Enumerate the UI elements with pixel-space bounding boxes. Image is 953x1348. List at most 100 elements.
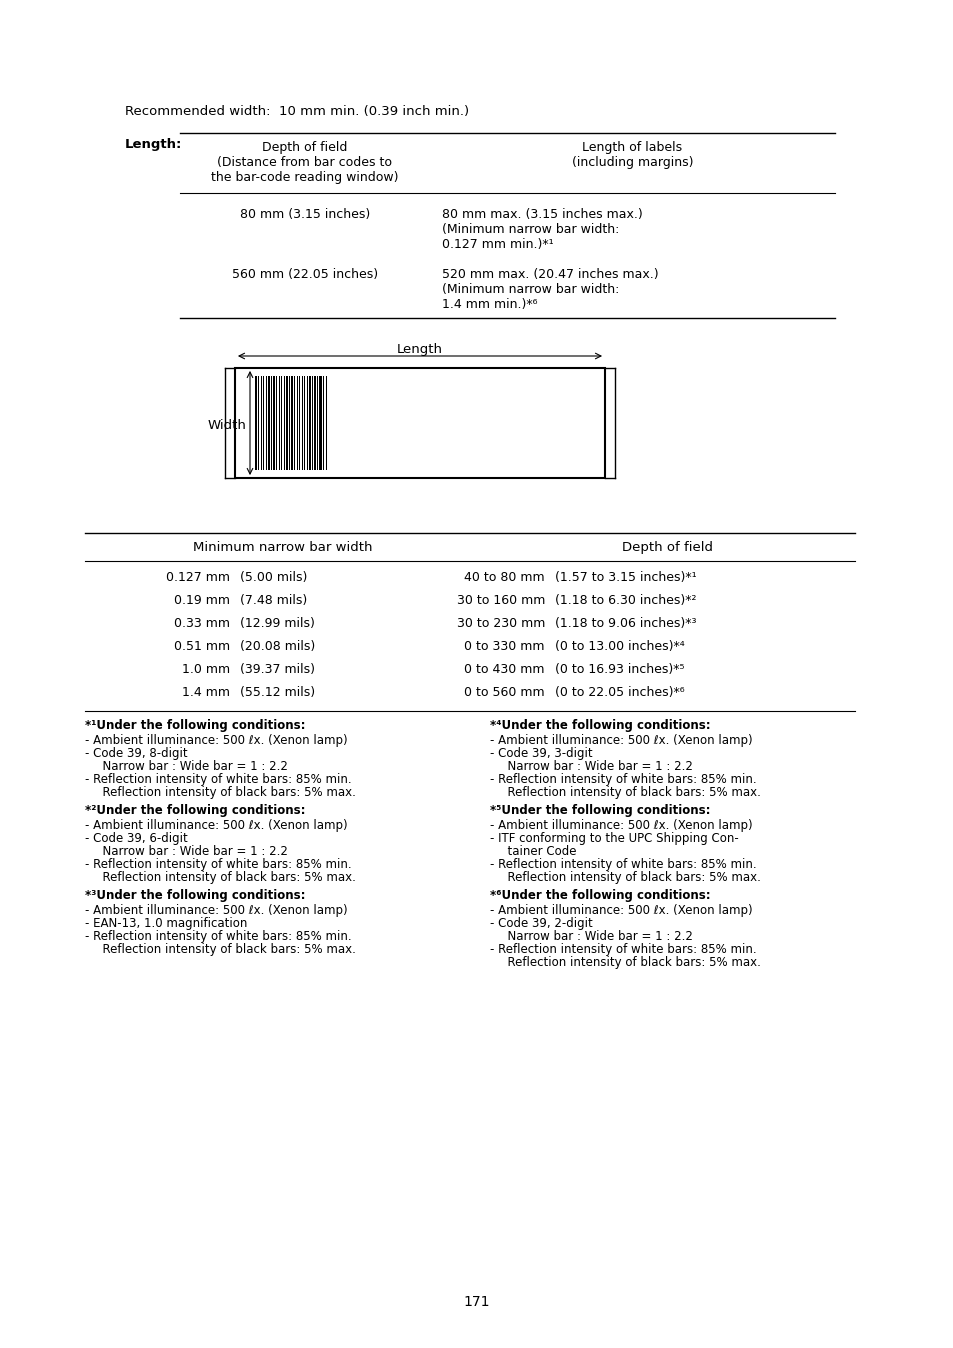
Text: *³Under the following conditions:: *³Under the following conditions: — [85, 888, 305, 902]
Text: Narrow bar : Wide bar = 1 : 2.2: Narrow bar : Wide bar = 1 : 2.2 — [499, 930, 692, 944]
Text: - Ambient illuminance: 500 ℓx. (Xenon lamp): - Ambient illuminance: 500 ℓx. (Xenon la… — [85, 820, 347, 832]
Text: Narrow bar : Wide bar = 1 : 2.2: Narrow bar : Wide bar = 1 : 2.2 — [499, 760, 692, 772]
Text: (1.18 to 6.30 inches)*²: (1.18 to 6.30 inches)*² — [555, 594, 696, 607]
Text: - Code 39, 6-digit: - Code 39, 6-digit — [85, 832, 188, 845]
Bar — [316, 376, 317, 470]
Text: (55.12 mils): (55.12 mils) — [240, 686, 314, 700]
Bar — [234, 368, 604, 479]
Text: (20.08 mils): (20.08 mils) — [240, 640, 314, 652]
Text: (0 to 13.00 inches)*⁴: (0 to 13.00 inches)*⁴ — [555, 640, 684, 652]
Text: 0 to 330 mm: 0 to 330 mm — [464, 640, 544, 652]
Text: (0 to 16.93 inches)*⁵: (0 to 16.93 inches)*⁵ — [555, 663, 684, 675]
Text: Length of labels
(including margins): Length of labels (including margins) — [571, 142, 693, 168]
Text: *¹Under the following conditions:: *¹Under the following conditions: — [85, 718, 305, 732]
Text: 0 to 430 mm: 0 to 430 mm — [464, 663, 544, 675]
Bar — [312, 376, 313, 470]
Bar — [289, 376, 290, 470]
Text: tainer Code: tainer Code — [499, 845, 576, 857]
Text: - Code 39, 3-digit: - Code 39, 3-digit — [490, 747, 592, 760]
Text: 0.19 mm: 0.19 mm — [173, 594, 230, 607]
Text: 80 mm max. (3.15 inches max.)
(Minimum narrow bar width:
0.127 mm min.)*¹: 80 mm max. (3.15 inches max.) (Minimum n… — [441, 208, 642, 251]
Bar — [302, 376, 303, 470]
Text: (12.99 mils): (12.99 mils) — [240, 617, 314, 630]
Text: *⁴Under the following conditions:: *⁴Under the following conditions: — [490, 718, 710, 732]
Text: - Reflection intensity of white bars: 85% min.: - Reflection intensity of white bars: 85… — [490, 772, 756, 786]
Text: Depth of field: Depth of field — [621, 541, 712, 554]
Text: 0.33 mm: 0.33 mm — [173, 617, 230, 630]
Text: 1.4 mm: 1.4 mm — [182, 686, 230, 700]
Bar — [291, 376, 293, 470]
Text: Length: Length — [396, 342, 442, 356]
Bar — [286, 376, 288, 470]
Text: - ITF conforming to the UPC Shipping Con-: - ITF conforming to the UPC Shipping Con… — [490, 832, 738, 845]
Text: Reflection intensity of black bars: 5% max.: Reflection intensity of black bars: 5% m… — [95, 871, 355, 884]
Bar — [268, 376, 270, 470]
Bar — [275, 376, 276, 470]
Text: Minimum narrow bar width: Minimum narrow bar width — [193, 541, 372, 554]
Text: *⁶Under the following conditions:: *⁶Under the following conditions: — [490, 888, 710, 902]
Text: - Reflection intensity of white bars: 85% min.: - Reflection intensity of white bars: 85… — [85, 772, 352, 786]
Text: Depth of field
(Distance from bar codes to
the bar-code reading window): Depth of field (Distance from bar codes … — [211, 142, 398, 183]
Text: - Ambient illuminance: 500 ℓx. (Xenon lamp): - Ambient illuminance: 500 ℓx. (Xenon la… — [85, 735, 347, 747]
Text: (39.37 mils): (39.37 mils) — [240, 663, 314, 675]
Text: Narrow bar : Wide bar = 1 : 2.2: Narrow bar : Wide bar = 1 : 2.2 — [95, 760, 288, 772]
Bar — [326, 376, 327, 470]
Text: Narrow bar : Wide bar = 1 : 2.2: Narrow bar : Wide bar = 1 : 2.2 — [95, 845, 288, 857]
Bar — [266, 376, 267, 470]
Text: 0.51 mm: 0.51 mm — [173, 640, 230, 652]
Text: - Reflection intensity of white bars: 85% min.: - Reflection intensity of white bars: 85… — [85, 857, 352, 871]
Text: (1.57 to 3.15 inches)*¹: (1.57 to 3.15 inches)*¹ — [555, 572, 696, 584]
Text: Reflection intensity of black bars: 5% max.: Reflection intensity of black bars: 5% m… — [499, 871, 760, 884]
Text: (1.18 to 9.06 inches)*³: (1.18 to 9.06 inches)*³ — [555, 617, 696, 630]
Bar — [307, 376, 308, 470]
Text: 0.127 mm: 0.127 mm — [166, 572, 230, 584]
Text: 80 mm (3.15 inches): 80 mm (3.15 inches) — [239, 208, 370, 221]
Bar — [271, 376, 272, 470]
Text: - Code 39, 8-digit: - Code 39, 8-digit — [85, 747, 188, 760]
Text: (5.00 mils): (5.00 mils) — [240, 572, 307, 584]
Text: Length:: Length: — [125, 137, 182, 151]
Bar — [273, 376, 274, 470]
Text: Reflection intensity of black bars: 5% max.: Reflection intensity of black bars: 5% m… — [499, 786, 760, 799]
Bar — [278, 376, 280, 470]
Text: - Reflection intensity of white bars: 85% min.: - Reflection intensity of white bars: 85… — [85, 930, 352, 944]
Text: 40 to 80 mm: 40 to 80 mm — [464, 572, 544, 584]
Text: 0 to 560 mm: 0 to 560 mm — [464, 686, 544, 700]
Text: - Ambient illuminance: 500 ℓx. (Xenon lamp): - Ambient illuminance: 500 ℓx. (Xenon la… — [490, 820, 752, 832]
Text: - Ambient illuminance: 500 ℓx. (Xenon lamp): - Ambient illuminance: 500 ℓx. (Xenon la… — [490, 905, 752, 917]
Bar — [296, 376, 297, 470]
Text: Recommended width:  10 mm min. (0.39 inch min.): Recommended width: 10 mm min. (0.39 inch… — [125, 105, 469, 119]
Text: (7.48 mils): (7.48 mils) — [240, 594, 307, 607]
Text: 30 to 160 mm: 30 to 160 mm — [456, 594, 544, 607]
Bar — [257, 376, 258, 470]
Text: *²Under the following conditions:: *²Under the following conditions: — [85, 803, 305, 817]
Text: Width: Width — [208, 419, 247, 431]
Text: 30 to 230 mm: 30 to 230 mm — [456, 617, 544, 630]
Text: Reflection intensity of black bars: 5% max.: Reflection intensity of black bars: 5% m… — [499, 956, 760, 969]
Bar — [284, 376, 285, 470]
Bar — [318, 376, 322, 470]
Text: Reflection intensity of black bars: 5% max.: Reflection intensity of black bars: 5% m… — [95, 944, 355, 956]
Bar — [309, 376, 311, 470]
Bar — [254, 376, 256, 470]
Bar — [323, 376, 324, 470]
Text: (0 to 22.05 inches)*⁶: (0 to 22.05 inches)*⁶ — [555, 686, 684, 700]
Bar — [261, 376, 262, 470]
Text: 1.0 mm: 1.0 mm — [182, 663, 230, 675]
Bar — [314, 376, 315, 470]
Text: *⁵Under the following conditions:: *⁵Under the following conditions: — [490, 803, 710, 817]
Text: Reflection intensity of black bars: 5% max.: Reflection intensity of black bars: 5% m… — [95, 786, 355, 799]
Bar — [263, 376, 264, 470]
Text: - Reflection intensity of white bars: 85% min.: - Reflection intensity of white bars: 85… — [490, 944, 756, 956]
Text: 520 mm max. (20.47 inches max.)
(Minimum narrow bar width:
1.4 mm min.)*⁶: 520 mm max. (20.47 inches max.) (Minimum… — [441, 268, 658, 311]
Text: 560 mm (22.05 inches): 560 mm (22.05 inches) — [232, 268, 377, 280]
Text: - Ambient illuminance: 500 ℓx. (Xenon lamp): - Ambient illuminance: 500 ℓx. (Xenon la… — [85, 905, 347, 917]
Bar — [281, 376, 282, 470]
Bar — [304, 376, 305, 470]
Text: - Reflection intensity of white bars: 85% min.: - Reflection intensity of white bars: 85… — [490, 857, 756, 871]
Bar — [298, 376, 299, 470]
Text: 171: 171 — [463, 1295, 490, 1309]
Text: - Code 39, 2-digit: - Code 39, 2-digit — [490, 917, 592, 930]
Text: - EAN-13, 1.0 magnification: - EAN-13, 1.0 magnification — [85, 917, 247, 930]
Text: - Ambient illuminance: 500 ℓx. (Xenon lamp): - Ambient illuminance: 500 ℓx. (Xenon la… — [490, 735, 752, 747]
